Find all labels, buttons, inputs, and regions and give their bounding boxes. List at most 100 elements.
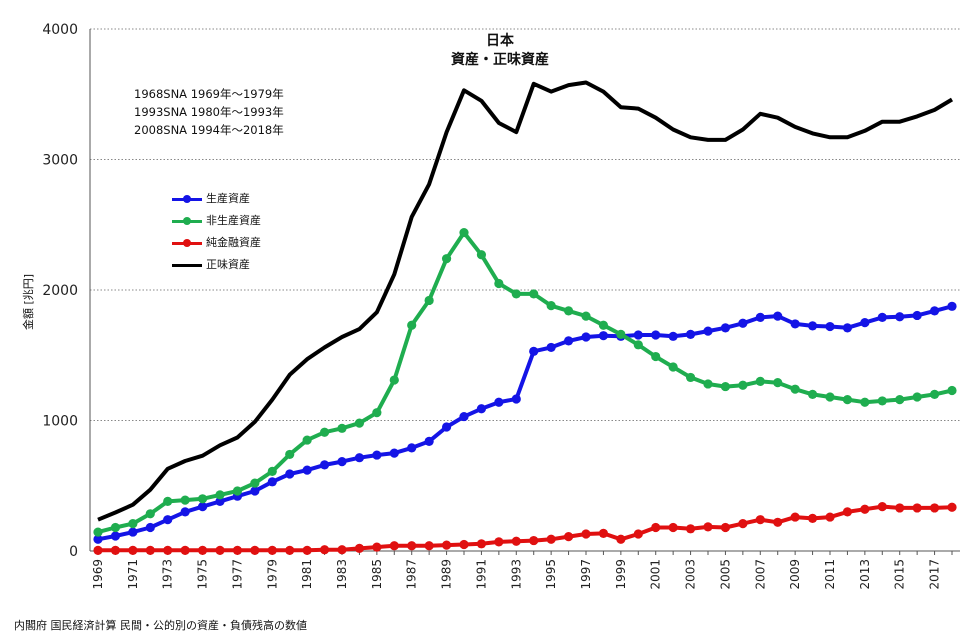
series-生産資産 xyxy=(93,301,957,544)
legend-label: 純金融資産 xyxy=(206,236,261,249)
data-point xyxy=(755,312,765,323)
y-tick-label: 3000 xyxy=(42,153,78,169)
data-point xyxy=(476,404,487,414)
data-point xyxy=(720,381,731,392)
data-point xyxy=(685,524,696,534)
data-point xyxy=(250,486,260,496)
data-point xyxy=(494,397,504,407)
series-line xyxy=(97,80,954,522)
data-point xyxy=(668,522,678,533)
data-point xyxy=(197,502,208,512)
x-tick-label: 2005 xyxy=(718,559,732,590)
data-point xyxy=(651,522,661,533)
data-point xyxy=(232,486,243,496)
data-point xyxy=(180,495,190,505)
data-point xyxy=(232,545,243,555)
x-tick-label: 1991 xyxy=(474,559,488,590)
data-point xyxy=(929,389,940,399)
x-tick-label: 1985 xyxy=(370,559,384,590)
x-tick-label: 1997 xyxy=(579,559,593,590)
x-tick-label: 2015 xyxy=(893,559,907,590)
data-point xyxy=(267,545,277,555)
legend-label: 正味資産 xyxy=(206,258,250,271)
data-point xyxy=(215,545,225,555)
x-tick-label: 1981 xyxy=(300,559,314,590)
data-point xyxy=(128,545,138,555)
legend-label: 生産資産 xyxy=(206,192,250,205)
data-point xyxy=(651,351,661,362)
data-point xyxy=(755,376,765,386)
y-tick-label: 0 xyxy=(69,544,78,560)
data-point xyxy=(720,323,731,333)
data-point xyxy=(110,531,121,541)
x-tick-labels: 1969 1971 1973 1975 1977 1979 1981 1983 1985 1987… xyxy=(91,559,942,590)
data-point xyxy=(546,534,556,544)
data-point xyxy=(407,320,417,330)
data-point xyxy=(145,545,155,555)
data-point xyxy=(720,522,731,533)
x-tick-label: 2017 xyxy=(928,559,942,590)
data-point xyxy=(285,469,295,479)
data-point xyxy=(616,329,626,339)
x-tick-label: 1999 xyxy=(614,559,628,590)
legend-item: 正味資産 xyxy=(172,254,261,276)
series-line xyxy=(97,304,953,542)
data-point xyxy=(581,332,591,342)
data-point xyxy=(947,502,957,512)
data-point xyxy=(912,310,922,321)
x-tick-label: 1989 xyxy=(440,559,454,590)
data-point xyxy=(93,545,103,555)
data-point xyxy=(250,478,260,488)
data-point xyxy=(790,384,800,394)
data-point xyxy=(285,449,295,460)
x-tick-label: 1971 xyxy=(126,559,140,590)
data-point xyxy=(685,329,696,339)
x-tick-label: 2013 xyxy=(858,559,872,590)
data-point xyxy=(842,395,853,405)
series-正味資産 xyxy=(97,80,954,522)
data-point xyxy=(581,529,591,539)
x-tick-label: 1995 xyxy=(544,559,558,590)
data-point xyxy=(912,392,922,402)
x-tick-label: 1969 xyxy=(91,559,105,590)
data-point xyxy=(581,311,591,321)
data-point xyxy=(459,227,469,238)
data-point xyxy=(773,517,783,527)
x-tick-label: 2003 xyxy=(684,559,698,590)
data-point xyxy=(180,545,190,555)
data-point xyxy=(877,312,887,323)
data-point xyxy=(651,330,661,340)
data-point xyxy=(389,541,399,551)
series-line xyxy=(97,230,953,535)
data-point xyxy=(895,312,905,322)
data-point xyxy=(773,311,783,321)
x-tick-label: 1983 xyxy=(335,559,349,590)
chart-title: 日本 xyxy=(486,33,514,49)
data-point xyxy=(895,395,905,405)
data-point xyxy=(825,321,835,332)
data-point xyxy=(790,319,800,329)
data-point xyxy=(110,522,121,533)
data-point xyxy=(163,515,173,525)
data-point xyxy=(337,545,347,555)
data-point xyxy=(215,490,225,500)
data-point xyxy=(738,518,748,529)
data-point xyxy=(807,513,818,523)
data-point xyxy=(807,321,818,331)
x-tick-label: 1979 xyxy=(265,559,279,590)
data-point xyxy=(302,465,312,475)
x-tick-label: 1973 xyxy=(161,559,175,590)
data-point xyxy=(755,515,765,525)
x-tick-label: 1975 xyxy=(196,559,210,590)
data-point xyxy=(860,397,870,407)
y-axis-label: 金額 [兆円] xyxy=(22,273,35,331)
gridlines xyxy=(90,28,960,421)
series-純金融資産 xyxy=(93,502,957,555)
data-point xyxy=(337,457,347,467)
data-point xyxy=(860,318,870,328)
data-point xyxy=(285,545,295,555)
chart-subtitle: 資産・正味資産 xyxy=(451,52,549,68)
data-point xyxy=(703,326,713,336)
data-point xyxy=(93,534,103,544)
